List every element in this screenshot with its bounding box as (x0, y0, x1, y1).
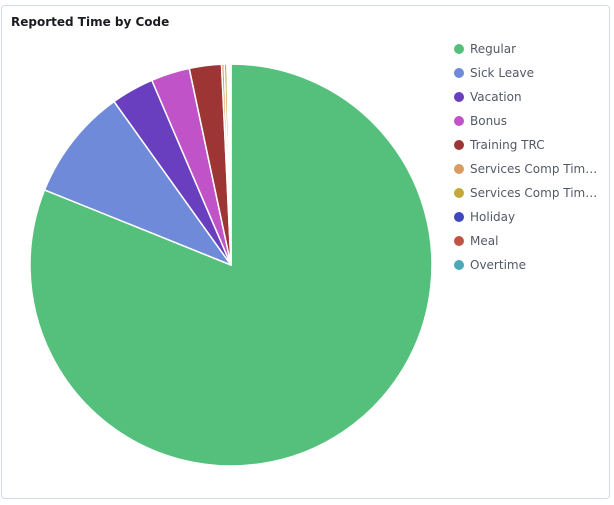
legend-label: Training TRC (470, 138, 545, 152)
legend-swatch (454, 140, 464, 150)
legend-swatch (454, 236, 464, 246)
legend-swatch (454, 212, 464, 222)
legend-swatch (454, 260, 464, 270)
legend-item[interactable]: Sick Leave (454, 61, 604, 85)
legend-swatch (454, 44, 464, 54)
pie-slice-sick-leave-1[interactable] (43, 100, 232, 266)
chart-title: Reported Time by Code (11, 15, 170, 29)
legend-item[interactable]: Meal (454, 229, 604, 253)
legend-label: Sick Leave (470, 66, 535, 80)
legend-item[interactable]: Services Comp Time... (454, 157, 604, 181)
legend-item[interactable]: Vacation (454, 85, 604, 109)
legend-label: Meal (470, 234, 499, 248)
legend-swatch (454, 164, 464, 174)
pie-slice-overtime-9[interactable] (228, 63, 232, 266)
legend-item[interactable]: Overtime (454, 253, 604, 277)
legend-label: Services Comp Time... (470, 162, 598, 176)
legend-item[interactable]: Bonus (454, 109, 604, 133)
legend-swatch (454, 116, 464, 126)
legend-item[interactable]: Training TRC (454, 133, 604, 157)
legend-label: Vacation (470, 90, 522, 104)
legend-item[interactable]: Holiday (454, 205, 604, 229)
legend-swatch (454, 188, 464, 198)
legend-item[interactable]: Services Comp Time... (454, 181, 604, 205)
legend-label: Bonus (470, 114, 508, 128)
legend-label: Overtime (470, 258, 526, 272)
legend-swatch (454, 68, 464, 78)
legend-item[interactable]: Regular (454, 37, 604, 61)
legend-label: Services Comp Time... (470, 186, 598, 200)
legend-label: Regular (470, 42, 517, 56)
chart-legend: Regular Sick Leave Vacation Bonus Training T… (454, 37, 604, 277)
legend-label: Holiday (470, 210, 516, 224)
legend-swatch (454, 92, 464, 102)
